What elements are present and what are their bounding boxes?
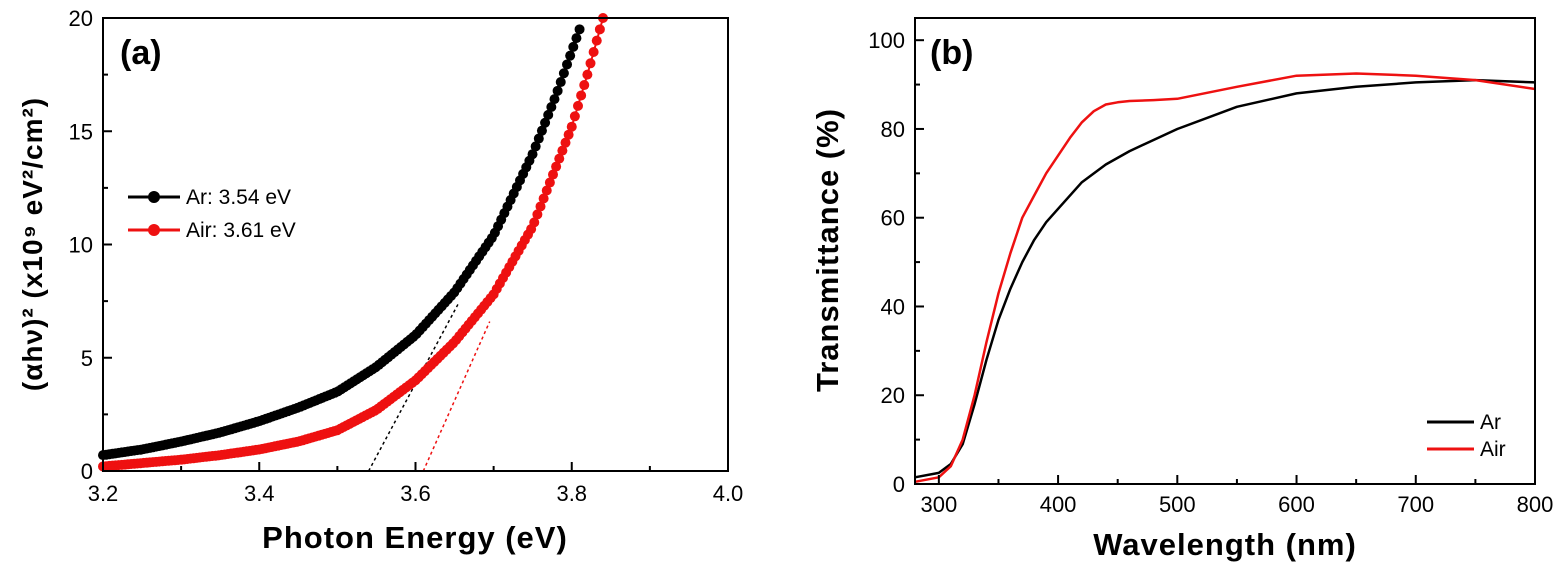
panel-a: 3.2 3.4 3.6 3.8 4.0 0 5 10 15 20 (a) Photon Energ… [17, 6, 743, 555]
panel-b-frame [914, 17, 1536, 485]
panel-b-y-tick-label: 0 [893, 472, 905, 497]
legend-label: Ar [1480, 411, 1501, 434]
legend-label: Ar: 3.54 eV [186, 186, 291, 209]
panel-b-x-tick-label: 400 [1040, 492, 1077, 517]
panel-b: 300 400 500 600 700 800 0 20 40 60 80 100 (b) Wavel… [810, 17, 1553, 562]
legend-label: Air [1480, 438, 1506, 461]
panel-b-x-tick-label: 500 [1159, 492, 1196, 517]
panel-b-x-tick-label: 800 [1517, 492, 1554, 517]
panel-a-ticks: 3.2 3.4 3.6 3.8 4.0 0 5 10 15 20 [69, 6, 744, 506]
panel-a-x-tick-label: 3.8 [556, 481, 587, 506]
panel-a-x-axis-label: Photon Energy (eV) [262, 520, 568, 555]
panel-a-legend: Ar: 3.54 eV Air: 3.61 eV [128, 186, 296, 242]
panel-b-plot-area [914, 72, 1536, 484]
panel-b-x-tick-label: 700 [1397, 492, 1434, 517]
panel-a-label: (a) [120, 34, 162, 72]
tangent-fit-line [367, 303, 460, 472]
panel-a-x-tick-label: 4.0 [713, 481, 744, 506]
panel-b-y-tick-label: 80 [881, 117, 905, 142]
panel-a-y-tick-label: 0 [81, 459, 93, 484]
panel-b-ticks: 300 400 500 600 700 800 0 20 40 60 80 100 [868, 28, 1553, 517]
panel-b-y-axis-label: Transmittance (%) [810, 108, 845, 392]
series-ar [98, 24, 585, 472]
legend-swatch-marker [148, 191, 160, 203]
panel-a-y-tick-label: 20 [69, 6, 93, 31]
panel-a-x-tick-label: 3.4 [244, 481, 275, 506]
series-ar-line [914, 78, 1536, 479]
panel-b-label: (b) [930, 34, 973, 72]
panel-a-y-tick-label: 5 [81, 346, 93, 371]
panel-a-y-axis-label: (αhν)² (x10⁹ eV²/cm²) [17, 97, 48, 391]
series-air [98, 13, 608, 472]
panel-b-y-tick-label: 100 [868, 28, 905, 53]
series-line [102, 28, 581, 457]
panel-a-x-tick-label: 3.6 [400, 481, 431, 506]
panel-b-legend: Ar Air [1427, 411, 1506, 461]
panel-a-plot-area [98, 13, 608, 472]
panel-b-y-tick-label: 40 [881, 294, 905, 319]
panel-a-y-tick-label: 15 [69, 119, 93, 144]
panel-a-x-tick-label: 3.2 [88, 481, 119, 506]
series-line [102, 17, 604, 468]
panel-b-x-tick-label: 300 [920, 492, 957, 517]
series-air-line [914, 72, 1536, 484]
panel-b-x-tick-label: 600 [1278, 492, 1315, 517]
panel-b-x-axis-label: Wavelength (nm) [1093, 527, 1357, 562]
panel-b-y-tick-label: 20 [881, 383, 905, 408]
panel-b-y-tick-label: 60 [881, 206, 905, 231]
legend-swatch-marker [148, 224, 160, 236]
legend-label: Air: 3.61 eV [186, 219, 296, 242]
panel-a-y-tick-label: 10 [69, 233, 93, 258]
panel-a-frame [102, 17, 729, 472]
